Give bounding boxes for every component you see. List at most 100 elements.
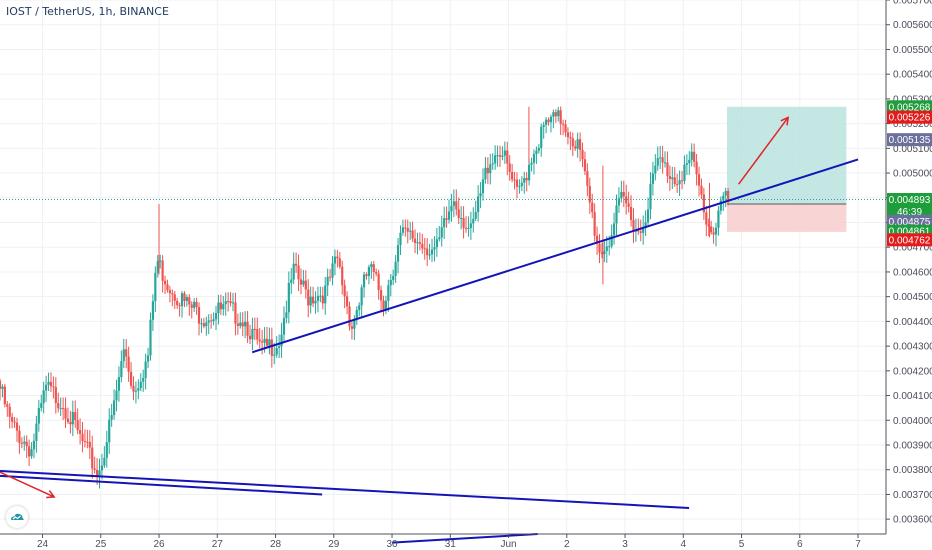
candle-body — [246, 321, 249, 336]
price-label: 0.005226 — [889, 113, 931, 124]
y-tick-label: 0.005300 — [893, 94, 932, 105]
candle-body — [540, 126, 543, 148]
candle-body — [632, 219, 635, 232]
candle-body — [717, 210, 720, 228]
tradingview-cloud-icon[interactable] — [6, 506, 28, 528]
y-tick-label: 0.005600 — [893, 20, 932, 31]
candle-body — [244, 321, 247, 327]
candle-body — [673, 177, 676, 185]
candle-body — [265, 338, 269, 346]
x-tick-label: 3 — [622, 539, 628, 550]
candle-body — [528, 164, 531, 181]
candle-body — [261, 341, 264, 343]
candle-body — [64, 408, 67, 419]
candle-body — [642, 227, 645, 233]
candle-body — [617, 198, 621, 206]
candle-body — [523, 177, 526, 183]
candle-body — [578, 139, 582, 150]
candle-body — [680, 180, 684, 182]
price-axis[interactable]: 0.003600 0.003700 0.003800 0.003900 0.004000… — [885, 0, 932, 534]
candle-body — [535, 150, 538, 155]
candle-body — [489, 164, 492, 174]
candle-body — [406, 228, 409, 232]
candle-body — [146, 355, 150, 362]
arrow-shaft — [738, 116, 789, 185]
price-label-bg — [887, 233, 932, 247]
candle-body — [545, 119, 548, 125]
candle-body — [610, 235, 613, 247]
candle-body — [382, 300, 385, 310]
trendline — [251, 158, 859, 354]
candle-body — [392, 275, 395, 280]
candle-body — [700, 185, 703, 195]
candle-body — [515, 179, 519, 187]
candle-body — [319, 295, 322, 297]
candle-body — [457, 209, 460, 219]
candle-body — [91, 447, 94, 469]
candle-body — [316, 295, 320, 301]
candle-body — [464, 227, 468, 229]
candle-body — [564, 124, 567, 133]
candle-body — [547, 119, 550, 123]
candle-body — [11, 416, 14, 422]
candle-body — [159, 260, 162, 262]
candle-body — [95, 469, 99, 477]
candle-body — [649, 183, 652, 210]
candle-body — [15, 422, 19, 431]
candle-body — [54, 387, 57, 404]
candle-body — [304, 280, 307, 290]
candle-body — [328, 276, 332, 278]
candle-body — [496, 155, 499, 157]
candle-body — [219, 302, 222, 310]
candle-body — [229, 301, 232, 303]
candle-body — [66, 418, 70, 422]
candle-body — [190, 304, 193, 308]
candle-body — [435, 239, 438, 248]
candle-body — [629, 206, 633, 220]
y-tick-label: 0.003600 — [893, 515, 932, 526]
candle-body — [287, 283, 290, 313]
candle-body — [258, 339, 261, 342]
candle-body — [401, 227, 405, 233]
candle-body — [511, 171, 514, 180]
candle-body — [120, 361, 123, 378]
candle-body — [188, 297, 191, 305]
candle-body — [195, 301, 198, 307]
candle-body — [455, 201, 458, 210]
candle-body — [615, 205, 618, 224]
candle-body — [639, 231, 642, 233]
price-axis-labels: 0.0052680.0052260.0051350.00489346:390.0… — [887, 100, 932, 247]
time-axis[interactable]: 24 25 26 27 28 29 30 31 Jun 2 3 4 5 6 7 — [0, 533, 886, 550]
candle-body — [503, 150, 506, 156]
candle-body — [168, 290, 171, 294]
candle-body — [353, 319, 356, 329]
candle-body — [418, 242, 421, 244]
candle-body — [411, 230, 414, 239]
candle-body — [583, 159, 587, 172]
candle-body — [40, 403, 43, 408]
candle-body — [360, 287, 363, 306]
candle-body — [566, 132, 570, 138]
candle-body — [433, 247, 436, 250]
candle-body — [314, 300, 317, 304]
candle-body — [253, 328, 256, 330]
candle-body — [413, 238, 417, 243]
loss-zone — [726, 203, 847, 232]
candle-body — [343, 285, 346, 297]
candle-body — [280, 334, 283, 347]
candle-body — [367, 267, 371, 277]
candle-body — [358, 305, 361, 310]
candle-body — [234, 302, 237, 324]
candle-body — [362, 274, 366, 288]
candle-body — [214, 313, 218, 320]
candle-body — [45, 384, 48, 391]
candle-body — [47, 381, 50, 385]
candle-body — [379, 289, 383, 301]
candle-body — [205, 322, 208, 327]
candle-body — [207, 320, 210, 323]
candle-body — [571, 138, 574, 147]
candle-body — [498, 155, 502, 157]
candle-body — [542, 124, 545, 127]
candle-body — [663, 162, 667, 164]
